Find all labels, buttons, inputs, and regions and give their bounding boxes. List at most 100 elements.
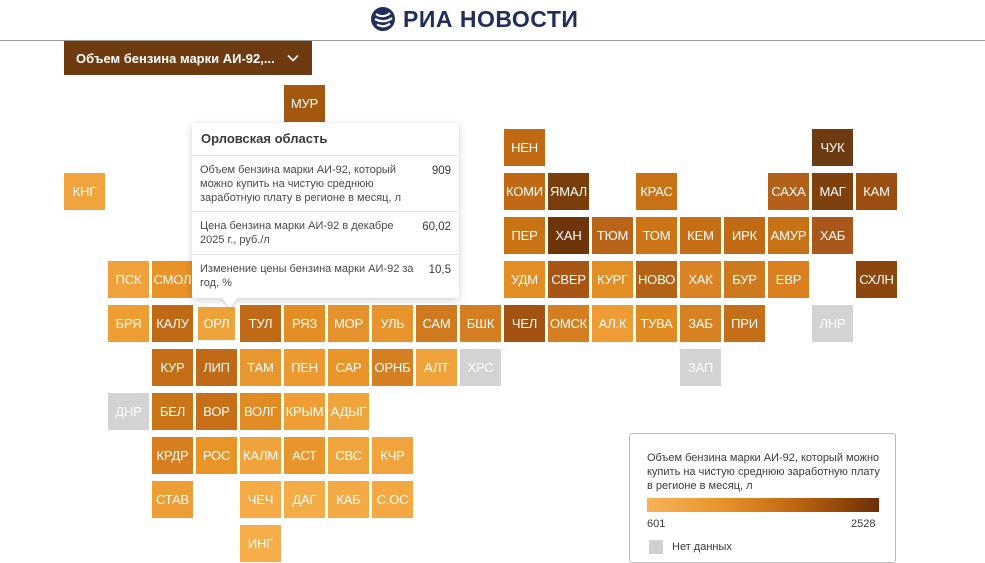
region-tile-label: ЧУК bbox=[820, 140, 845, 155]
region-tile[interactable]: ХАК bbox=[680, 261, 721, 298]
region-tile[interactable]: АДЫГ bbox=[328, 393, 369, 430]
region-tile[interactable]: КАМ bbox=[856, 173, 897, 210]
tooltip-pointer bbox=[221, 297, 239, 308]
region-tile[interactable]: ВОР bbox=[196, 393, 237, 430]
region-tile-label: САХА bbox=[771, 184, 806, 199]
region-tile[interactable]: ПРИ bbox=[724, 305, 765, 342]
region-tile[interactable]: БРЯ bbox=[108, 305, 149, 342]
region-tile[interactable]: КРДР bbox=[152, 437, 193, 474]
region-tile[interactable]: АЛТ bbox=[416, 349, 457, 386]
region-tile[interactable]: БУР bbox=[724, 261, 765, 298]
region-tile[interactable]: СВС bbox=[328, 437, 369, 474]
legend-title: Объем бензина марки АИ-92, который можно… bbox=[647, 452, 880, 492]
region-tile[interactable]: ЧУК bbox=[812, 129, 853, 166]
region-tile[interactable]: ИРК bbox=[724, 217, 765, 254]
region-tile[interactable]: ИНГ bbox=[240, 525, 281, 562]
region-tile[interactable]: ЛНР bbox=[812, 305, 853, 342]
ria-logo[interactable]: РИА НОВОСТИ bbox=[370, 6, 578, 32]
region-tile[interactable]: ЧЕЛ bbox=[504, 305, 545, 342]
region-tile[interactable]: МОР bbox=[328, 305, 369, 342]
region-tile[interactable]: УЛЬ bbox=[372, 305, 413, 342]
region-tile[interactable]: ЗАП bbox=[680, 349, 721, 386]
region-tile[interactable]: ТУЛ bbox=[240, 305, 281, 342]
region-tile-label: БШК bbox=[466, 316, 495, 331]
region-tile[interactable]: СВЕР bbox=[548, 261, 589, 298]
region-tile[interactable]: КРЫМ bbox=[284, 393, 325, 430]
region-tile-label: ОРЛ bbox=[203, 316, 230, 331]
region-tile[interactable]: ХАН bbox=[548, 217, 589, 254]
region-tile[interactable]: КОМИ bbox=[504, 173, 545, 210]
region-tile[interactable]: ЗАБ bbox=[680, 305, 721, 342]
region-tile[interactable]: РЯЗ bbox=[284, 305, 325, 342]
region-tile[interactable]: АСТ bbox=[284, 437, 325, 474]
region-tile[interactable]: ХАБ bbox=[812, 217, 853, 254]
region-tile[interactable]: ХРС bbox=[460, 349, 501, 386]
tooltip-row-value: 10,5 bbox=[428, 263, 451, 276]
region-tile[interactable]: СМОЛ bbox=[152, 261, 193, 298]
region-tile[interactable]: БЕЛ bbox=[152, 393, 193, 430]
region-tile-label: СТАВ bbox=[155, 492, 189, 507]
region-tile[interactable]: ТАМ bbox=[240, 349, 281, 386]
metric-select-dropdown[interactable]: Объем бензина марки АИ-92,... bbox=[64, 41, 312, 75]
region-tile-label: СВС bbox=[335, 448, 362, 463]
region-tile[interactable]: МУР bbox=[284, 85, 325, 122]
region-tile[interactable]: НОВО bbox=[636, 261, 677, 298]
region-tile[interactable]: ЕВР bbox=[768, 261, 809, 298]
region-tile-label: КАМ bbox=[863, 184, 890, 199]
region-tile[interactable]: ТЮМ bbox=[592, 217, 633, 254]
region-tile[interactable]: БШК bbox=[460, 305, 501, 342]
region-tile[interactable]: ДАГ bbox=[284, 481, 325, 518]
legend-min-value: 601 bbox=[647, 518, 666, 530]
region-tile[interactable]: ПЕР bbox=[504, 217, 545, 254]
region-tile[interactable]: КЕМ bbox=[680, 217, 721, 254]
legend-max-value: 2528 bbox=[851, 518, 876, 530]
region-tile[interactable]: КНГ bbox=[64, 173, 105, 210]
region-tile[interactable]: ЯМАЛ bbox=[548, 173, 589, 210]
region-tile[interactable]: САХА bbox=[768, 173, 809, 210]
region-tile[interactable]: ПСК bbox=[108, 261, 149, 298]
region-tile[interactable]: ОРНБ bbox=[372, 349, 413, 386]
region-tile-label: АДЫГ bbox=[330, 404, 367, 419]
region-tile[interactable]: НЕН bbox=[504, 129, 545, 166]
region-tile-label: МОР bbox=[333, 316, 363, 331]
region-tile[interactable]: КРАС bbox=[636, 173, 677, 210]
region-tile[interactable]: КАЛМ bbox=[240, 437, 281, 474]
region-tile[interactable]: ОМСК bbox=[548, 305, 589, 342]
region-tile[interactable]: ТОМ bbox=[636, 217, 677, 254]
region-tile-label: НОВО bbox=[637, 272, 676, 287]
region-tile[interactable]: ДНР bbox=[108, 393, 149, 430]
region-tile[interactable]: КАБ bbox=[328, 481, 369, 518]
region-tile[interactable]: ОРЛ bbox=[196, 305, 237, 342]
region-tile-label: ДАГ bbox=[292, 492, 317, 507]
region-tile[interactable]: ЛИП bbox=[196, 349, 237, 386]
region-tile[interactable]: САР bbox=[328, 349, 369, 386]
region-tile-label: КАБ bbox=[336, 492, 361, 507]
region-tile[interactable]: РОС bbox=[196, 437, 237, 474]
no-data-swatch bbox=[649, 540, 663, 554]
region-tile[interactable]: УДМ bbox=[504, 261, 545, 298]
tooltip-divider bbox=[192, 253, 459, 255]
region-tile[interactable]: С.ОС bbox=[372, 481, 413, 518]
tooltip-row-label: Изменение цены бензина марки АИ-92 за го… bbox=[200, 262, 414, 289]
region-tile[interactable]: АМУР bbox=[768, 217, 809, 254]
region-tile-label: ХАБ bbox=[819, 228, 846, 243]
region-tile-label: ЗАБ bbox=[688, 316, 713, 331]
region-tile[interactable]: КАЛУ bbox=[152, 305, 193, 342]
region-tile[interactable]: ПЕН bbox=[284, 349, 325, 386]
region-tile[interactable]: КУР bbox=[152, 349, 193, 386]
globe-logo-icon bbox=[371, 7, 395, 31]
region-tile-label: ВОЛГ bbox=[244, 404, 277, 419]
region-tile-label: ЧЕЧ bbox=[247, 492, 274, 507]
region-tile[interactable]: СТАВ bbox=[152, 481, 193, 518]
tooltip-row-value: 909 bbox=[431, 165, 451, 177]
region-tile[interactable]: ТУВА bbox=[636, 305, 677, 342]
region-tile[interactable]: ЧЕЧ bbox=[240, 481, 281, 518]
region-tile[interactable]: СХЛН bbox=[856, 261, 897, 298]
region-tile[interactable]: КУРГ bbox=[592, 261, 633, 298]
chevron-down-icon bbox=[287, 54, 299, 62]
region-tile[interactable]: ВОЛГ bbox=[240, 393, 281, 430]
region-tile[interactable]: САМ bbox=[416, 305, 457, 342]
region-tile[interactable]: МАГ bbox=[812, 173, 853, 210]
region-tile[interactable]: КЧР bbox=[372, 437, 413, 474]
region-tile[interactable]: АЛ.К bbox=[592, 305, 633, 342]
